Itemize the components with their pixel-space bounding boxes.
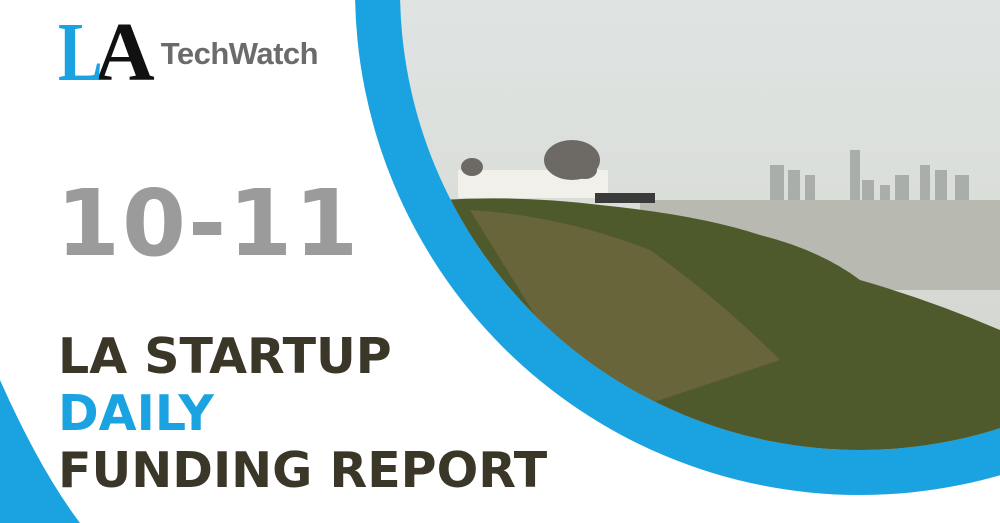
title-line-3: FUNDING REPORT	[58, 442, 548, 499]
logo-name: TechWatch	[160, 36, 319, 71]
report-title: LA STARTUP DAILY FUNDING REPORT	[58, 328, 547, 499]
logo-letter-a: A	[94, 6, 155, 99]
corner-brush	[0, 380, 80, 523]
title-line-1: LA STARTUP	[58, 328, 392, 385]
logo-letter-l: L	[58, 6, 103, 99]
title-line-2: DAILY	[58, 385, 214, 442]
report-date: 10-11	[56, 170, 361, 277]
observatory	[458, 140, 655, 203]
la-techwatch-logo: L A TechWatch	[58, 6, 319, 99]
